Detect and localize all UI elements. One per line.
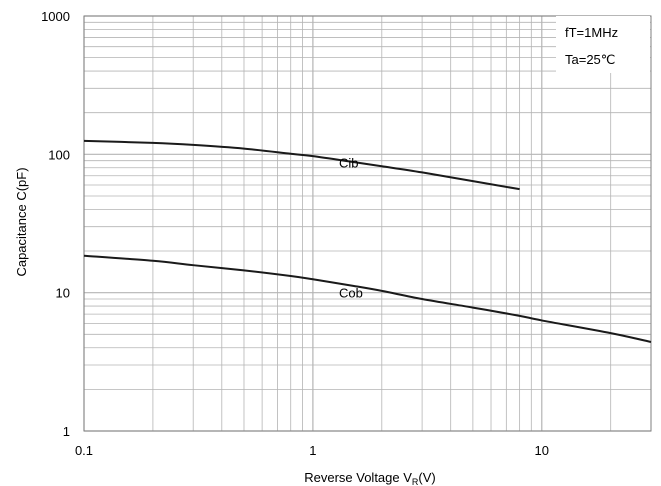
x-tick-label: 0.1 — [75, 443, 93, 458]
x-tick-label: 10 — [535, 443, 549, 458]
series-label-cob: Cob — [339, 286, 363, 301]
series-line-cib — [83, 139, 520, 191]
x-axis-title: Reverse Voltage VR(V) — [304, 470, 436, 486]
series-layer — [83, 139, 652, 343]
x-axis-title-unit: (V) — [418, 470, 435, 485]
y-tick-label: 10 — [56, 286, 70, 301]
x-axis-title-main: Reverse Voltage V — [304, 470, 412, 485]
y-tick-label: 100 — [48, 147, 70, 162]
condition-frequency: fT=1MHz — [565, 25, 618, 40]
condition-temperature: Ta=25℃ — [565, 52, 615, 67]
y-tick-label: 1 — [63, 424, 70, 439]
conditions-box — [556, 16, 650, 73]
y-axis-title: Capacitance C(pF) — [14, 167, 29, 276]
x-tick-label: 1 — [309, 443, 316, 458]
labels-layer: 0.1 1 10 1 10 100 1000 Cib Cob — [41, 9, 549, 458]
x-axis-title-subscript: R — [412, 477, 419, 486]
plot-frame — [83, 15, 652, 432]
series-label-cib: Cib — [339, 156, 359, 171]
y-tick-label: 1000 — [41, 9, 70, 24]
series-line-cob — [83, 254, 652, 343]
